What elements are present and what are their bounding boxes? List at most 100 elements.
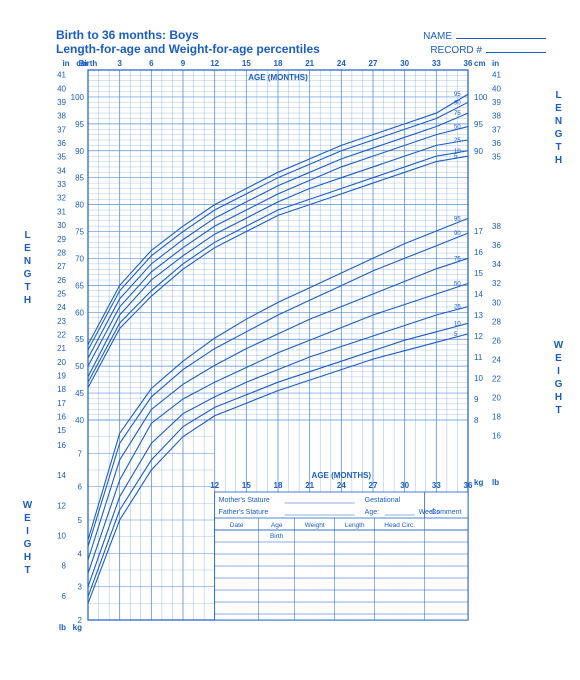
svg-text:50: 50 bbox=[75, 362, 84, 371]
svg-text:15: 15 bbox=[474, 269, 483, 278]
svg-text:95: 95 bbox=[454, 92, 461, 98]
svg-text:22: 22 bbox=[57, 330, 66, 339]
svg-text:28: 28 bbox=[57, 248, 66, 257]
svg-text:34: 34 bbox=[57, 166, 66, 175]
svg-text:33: 33 bbox=[57, 180, 66, 189]
svg-text:15: 15 bbox=[242, 481, 251, 490]
growth-chart: Birth369121518212427303336AGE (MONTHS)12… bbox=[0, 0, 580, 680]
svg-text:38: 38 bbox=[492, 222, 501, 231]
svg-text:25: 25 bbox=[454, 305, 461, 311]
svg-text:14: 14 bbox=[57, 471, 66, 480]
svg-text:10: 10 bbox=[454, 149, 461, 155]
svg-text:Mother's Stature: Mother's Stature bbox=[219, 497, 270, 504]
svg-text:36: 36 bbox=[57, 139, 66, 148]
svg-text:11: 11 bbox=[474, 353, 483, 362]
svg-text:24: 24 bbox=[337, 59, 346, 68]
svg-text:18: 18 bbox=[274, 481, 283, 490]
svg-text:50: 50 bbox=[454, 282, 461, 288]
svg-text:14: 14 bbox=[474, 290, 483, 299]
svg-text:95: 95 bbox=[75, 120, 84, 129]
svg-text:90: 90 bbox=[454, 231, 461, 237]
svg-text:24: 24 bbox=[337, 481, 346, 490]
svg-text:30: 30 bbox=[400, 481, 409, 490]
svg-text:Date: Date bbox=[230, 522, 244, 529]
svg-text:37: 37 bbox=[492, 125, 501, 134]
svg-text:Gestational: Gestational bbox=[365, 497, 401, 504]
svg-text:32: 32 bbox=[57, 194, 66, 203]
svg-text:31: 31 bbox=[57, 207, 66, 216]
svg-text:9: 9 bbox=[474, 395, 479, 404]
right-length-label: LENGTH bbox=[553, 90, 564, 168]
svg-text:30: 30 bbox=[400, 59, 409, 68]
svg-text:7: 7 bbox=[78, 449, 83, 458]
svg-text:27: 27 bbox=[57, 262, 66, 271]
svg-text:32: 32 bbox=[492, 279, 501, 288]
svg-text:12: 12 bbox=[210, 59, 219, 68]
svg-text:36: 36 bbox=[492, 241, 501, 250]
svg-text:75: 75 bbox=[454, 256, 461, 262]
svg-text:5: 5 bbox=[78, 516, 83, 525]
svg-text:12: 12 bbox=[474, 332, 483, 341]
svg-text:80: 80 bbox=[75, 201, 84, 210]
svg-text:Comment: Comment bbox=[431, 509, 461, 516]
svg-text:27: 27 bbox=[369, 59, 378, 68]
svg-text:45: 45 bbox=[75, 389, 84, 398]
svg-text:27: 27 bbox=[369, 481, 378, 490]
svg-text:33: 33 bbox=[432, 59, 441, 68]
svg-text:30: 30 bbox=[492, 298, 501, 307]
record-field: RECORD # bbox=[430, 42, 546, 56]
svg-text:85: 85 bbox=[75, 174, 84, 183]
svg-text:50: 50 bbox=[454, 125, 461, 131]
svg-text:10: 10 bbox=[454, 321, 461, 327]
svg-text:6: 6 bbox=[149, 59, 154, 68]
svg-text:16: 16 bbox=[57, 413, 66, 422]
svg-text:18: 18 bbox=[274, 59, 283, 68]
title-line-1: Birth to 36 months: Boys bbox=[56, 28, 320, 42]
svg-text:25: 25 bbox=[57, 289, 66, 298]
svg-text:8: 8 bbox=[62, 562, 67, 571]
svg-text:3: 3 bbox=[78, 583, 83, 592]
svg-text:36: 36 bbox=[464, 481, 473, 490]
svg-text:6: 6 bbox=[62, 592, 67, 601]
title-line-2: Length-for-age and Weight-for-age percen… bbox=[56, 42, 320, 56]
svg-text:18: 18 bbox=[492, 413, 501, 422]
svg-text:90: 90 bbox=[474, 147, 483, 156]
svg-text:40: 40 bbox=[57, 84, 66, 93]
svg-text:38: 38 bbox=[57, 112, 66, 121]
svg-text:36: 36 bbox=[492, 139, 501, 148]
svg-text:23: 23 bbox=[57, 317, 66, 326]
svg-text:in: in bbox=[492, 59, 499, 68]
svg-text:kg: kg bbox=[73, 623, 82, 632]
svg-text:65: 65 bbox=[75, 281, 84, 290]
svg-text:10: 10 bbox=[474, 374, 483, 383]
name-field: NAME bbox=[423, 28, 546, 42]
svg-text:25: 25 bbox=[454, 138, 461, 144]
svg-text:12: 12 bbox=[57, 501, 66, 510]
svg-text:AGE (MONTHS): AGE (MONTHS) bbox=[312, 471, 372, 480]
svg-text:AGE (MONTHS): AGE (MONTHS) bbox=[248, 73, 308, 82]
svg-text:28: 28 bbox=[492, 317, 501, 326]
svg-text:in: in bbox=[62, 59, 69, 68]
svg-text:35: 35 bbox=[492, 153, 501, 162]
svg-text:26: 26 bbox=[492, 336, 501, 345]
svg-text:29: 29 bbox=[57, 235, 66, 244]
svg-text:33: 33 bbox=[432, 481, 441, 490]
svg-text:17: 17 bbox=[57, 399, 66, 408]
svg-text:17: 17 bbox=[474, 227, 483, 236]
svg-text:24: 24 bbox=[492, 355, 501, 364]
svg-text:100: 100 bbox=[71, 93, 85, 102]
svg-text:16: 16 bbox=[57, 441, 66, 450]
svg-text:26: 26 bbox=[57, 276, 66, 285]
svg-text:55: 55 bbox=[75, 335, 84, 344]
svg-text:100: 100 bbox=[474, 93, 488, 102]
svg-text:15: 15 bbox=[57, 426, 66, 435]
svg-text:60: 60 bbox=[75, 308, 84, 317]
svg-text:40: 40 bbox=[75, 416, 84, 425]
svg-text:10: 10 bbox=[57, 531, 66, 540]
svg-text:cm: cm bbox=[474, 59, 486, 68]
svg-text:Head Circ.: Head Circ. bbox=[384, 522, 415, 529]
svg-text:39: 39 bbox=[492, 98, 501, 107]
svg-text:9: 9 bbox=[181, 59, 186, 68]
right-weight-label: WEIGHT bbox=[553, 340, 564, 418]
svg-text:41: 41 bbox=[492, 71, 501, 80]
